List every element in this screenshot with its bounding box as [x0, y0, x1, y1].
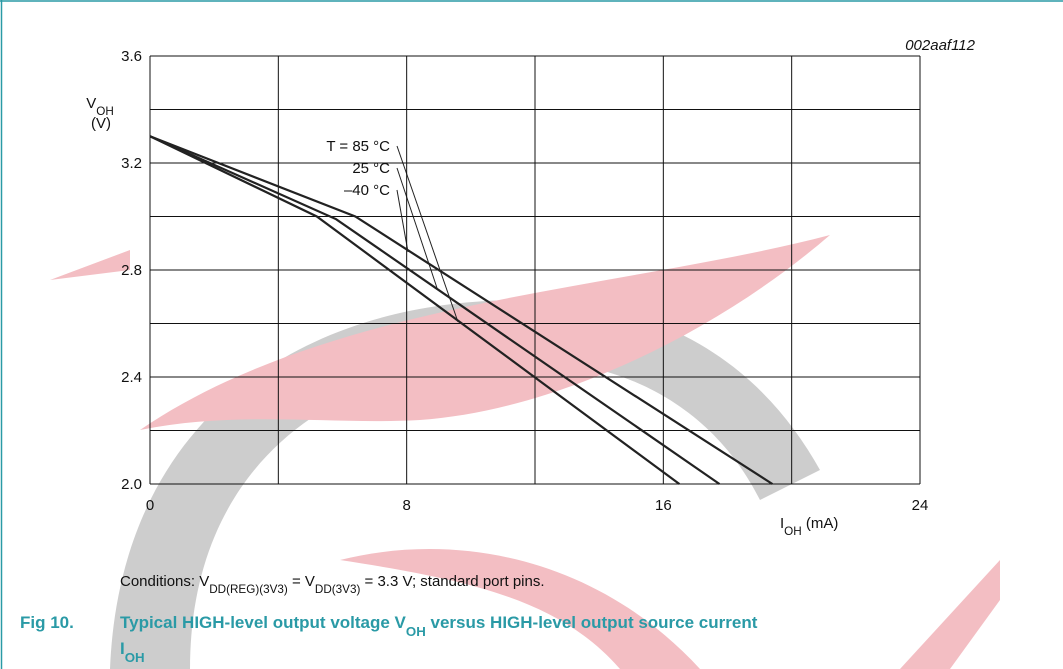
text-part: versus HIGH-level output source current — [426, 613, 758, 632]
x-axis-label: IOH (mA) — [780, 515, 838, 538]
text-part: (mA) — [802, 515, 839, 532]
text-part: = 3.3 V; standard port pins. — [360, 573, 544, 590]
conditions: Conditions: VDD(REG)(3V3) = VDD(3V3) = 3… — [120, 573, 545, 596]
x-tick-label: 16 — [655, 497, 672, 514]
text-part: = V — [288, 573, 315, 590]
text-part: DD(3V3) — [315, 583, 361, 596]
text-part: I — [120, 639, 125, 658]
y-tick-label: 2.4 — [121, 369, 142, 386]
text-part: OH — [784, 525, 802, 538]
text-part: Typical HIGH-level output voltage V — [120, 613, 407, 632]
y-tick-label: 2.0 — [121, 476, 142, 493]
text-part: OH — [96, 105, 114, 118]
y-tick-label: 3.6 — [121, 48, 142, 65]
x-tick-label: 8 — [402, 497, 410, 514]
caption: Typical HIGH-level output voltage VOH ve… — [120, 613, 758, 639]
leaders — [396, 145, 459, 323]
caption-number: Fig 10. — [20, 613, 74, 632]
annotation: 25 °C — [352, 160, 390, 177]
text-part: Conditions: V — [120, 573, 209, 590]
y-axis-label: VOH — [86, 95, 114, 118]
annotation: –40 °C — [344, 182, 390, 199]
annotation: T = 85 °C — [326, 138, 390, 155]
y-tick-label: 3.2 — [121, 155, 142, 172]
text-part: DD(REG)(3V3) — [209, 583, 288, 596]
y-axis-unit: (V) — [91, 115, 111, 132]
text-part: OH — [406, 624, 426, 639]
line — [149, 135, 721, 485]
watermark — [50, 235, 1000, 669]
figure-id: 002aaf112 — [905, 37, 975, 54]
text-part: OH — [125, 650, 145, 665]
text-part: I — [780, 515, 784, 532]
x-tick-label: 0 — [146, 497, 154, 514]
x-tick-label: 24 — [912, 497, 929, 514]
line — [149, 135, 774, 485]
y-tick-label: 2.8 — [121, 262, 142, 279]
line — [149, 135, 681, 485]
caption: IOH — [120, 639, 145, 665]
text-part: V — [86, 95, 96, 112]
